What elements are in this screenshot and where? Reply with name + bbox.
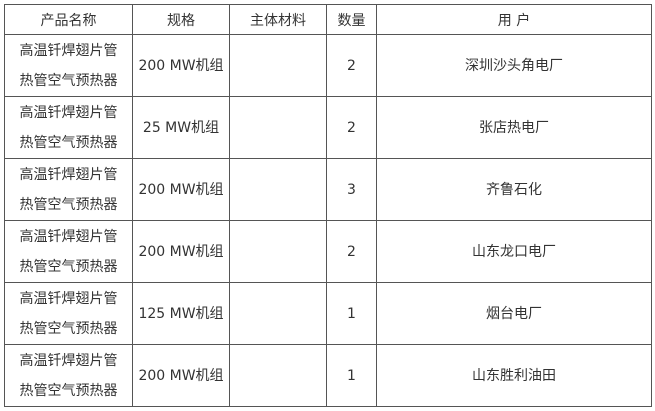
quantity-cell: 2	[326, 220, 377, 283]
user-cell: 山东龙口电厂	[376, 220, 652, 283]
header-spec: 规格	[132, 4, 230, 35]
product-name-cell: 高温钎焊翅片管 热管空气预热器	[4, 220, 133, 283]
product-name-cell: 高温钎焊翅片管 热管空气预热器	[4, 158, 133, 221]
table-row: 高温钎焊翅片管 热管空气预热器 200 MW机组 2 深圳沙头角电厂	[4, 34, 652, 97]
header-user: 用 户	[376, 4, 652, 35]
user-cell: 齐鲁石化	[376, 158, 652, 221]
product-table: 产品名称 规格 主体材料 数量 用 户 高温钎焊翅片管 热管空气预热器 200 M…	[4, 4, 652, 407]
spec-cell: 25 MW机组	[132, 96, 230, 159]
header-product-name: 产品名称	[4, 4, 133, 35]
material-cell	[229, 220, 327, 283]
material-cell	[229, 96, 327, 159]
header-material: 主体材料	[229, 4, 327, 35]
spec-cell: 200 MW机组	[132, 158, 230, 221]
table-row: 高温钎焊翅片管 热管空气预热器 200 MW机组 1 山东胜利油田	[4, 344, 652, 407]
spec-cell: 200 MW机组	[132, 344, 230, 407]
product-name-line2: 热管空气预热器	[19, 258, 118, 275]
table-row: 高温钎焊翅片管 热管空气预热器 125 MW机组 1 烟台电厂	[4, 282, 652, 345]
table-row: 高温钎焊翅片管 热管空气预热器 25 MW机组 2 张店热电厂	[4, 96, 652, 159]
table-row: 高温钎焊翅片管 热管空气预热器 200 MW机组 2 山东龙口电厂	[4, 220, 652, 283]
material-cell	[229, 282, 327, 345]
user-cell: 张店热电厂	[376, 96, 652, 159]
quantity-cell: 2	[326, 34, 377, 97]
product-name-line2: 热管空气预热器	[19, 382, 118, 399]
product-name-line2: 热管空气预热器	[19, 134, 118, 151]
product-name-line2: 热管空气预热器	[19, 72, 118, 89]
material-cell	[229, 344, 327, 407]
product-name-line1: 高温钎焊翅片管	[19, 228, 118, 245]
header-row: 产品名称 规格 主体材料 数量 用 户	[4, 4, 652, 35]
product-name-cell: 高温钎焊翅片管 热管空气预热器	[4, 34, 133, 97]
quantity-cell: 2	[326, 96, 377, 159]
table-row: 高温钎焊翅片管 热管空气预热器 200 MW机组 3 齐鲁石化	[4, 158, 652, 221]
product-name-line1: 高温钎焊翅片管	[19, 104, 118, 121]
user-cell: 深圳沙头角电厂	[376, 34, 652, 97]
product-name-line1: 高温钎焊翅片管	[19, 166, 118, 183]
product-name-line1: 高温钎焊翅片管	[19, 352, 118, 369]
user-cell: 烟台电厂	[376, 282, 652, 345]
header-quantity: 数量	[326, 4, 377, 35]
quantity-cell: 1	[326, 282, 377, 345]
material-cell	[229, 34, 327, 97]
product-name-cell: 高温钎焊翅片管 热管空气预热器	[4, 344, 133, 407]
quantity-cell: 1	[326, 344, 377, 407]
product-name-line1: 高温钎焊翅片管	[19, 290, 118, 307]
user-cell: 山东胜利油田	[376, 344, 652, 407]
product-name-cell: 高温钎焊翅片管 热管空气预热器	[4, 282, 133, 345]
quantity-cell: 3	[326, 158, 377, 221]
product-name-line1: 高温钎焊翅片管	[19, 42, 118, 59]
product-name-line2: 热管空气预热器	[19, 196, 118, 213]
product-name-cell: 高温钎焊翅片管 热管空气预热器	[4, 96, 133, 159]
spec-cell: 125 MW机组	[132, 282, 230, 345]
spec-cell: 200 MW机组	[132, 220, 230, 283]
spec-cell: 200 MW机组	[132, 34, 230, 97]
product-name-line2: 热管空气预热器	[19, 320, 118, 337]
material-cell	[229, 158, 327, 221]
